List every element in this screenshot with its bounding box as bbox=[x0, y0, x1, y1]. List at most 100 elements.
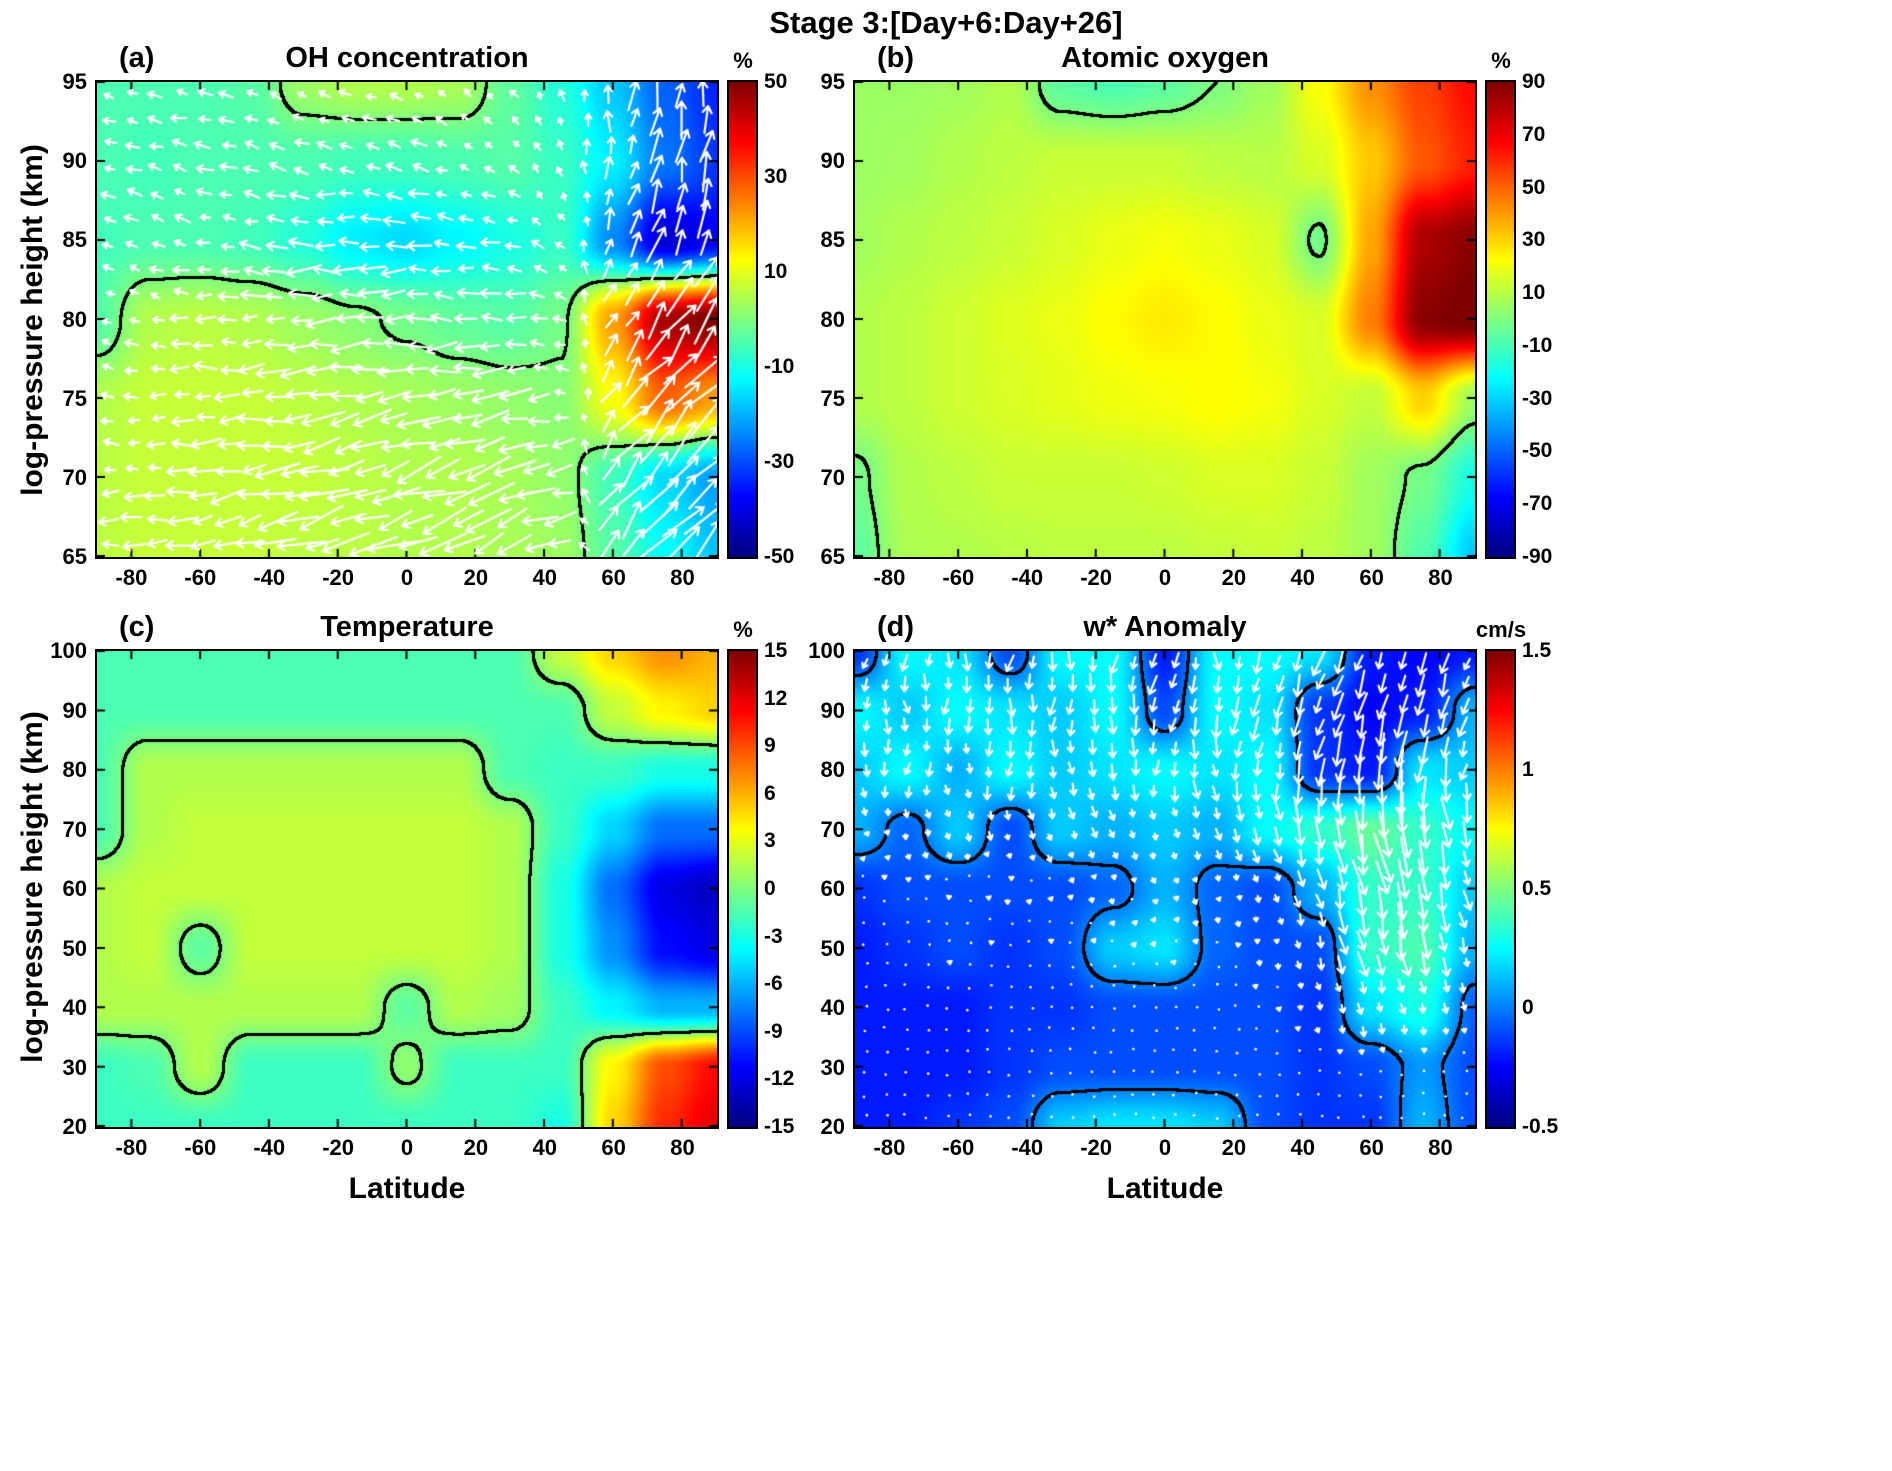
panel-a-y-tick-label: 95 bbox=[62, 69, 87, 94]
panel-b-x-tick-label: 60 bbox=[1359, 565, 1384, 590]
panel-d-y-tick-label: 100 bbox=[808, 638, 845, 663]
panel-b-y-tick-label: 85 bbox=[820, 227, 845, 253]
panel-c-y-tick-label: 20 bbox=[62, 1114, 87, 1139]
panel-a-x-tick-label: -60 bbox=[184, 565, 217, 590]
panel-b-colorbar-tick-label: 50 bbox=[1522, 175, 1546, 199]
panel-d-y-tick-label: 60 bbox=[820, 876, 845, 901]
panel-c-colorbar-tick-label: 3 bbox=[764, 829, 776, 853]
panel-d-x-tick-label: -20 bbox=[1080, 1135, 1113, 1160]
panel-c-y-tick-label: 30 bbox=[62, 1054, 87, 1080]
panel-d-colorbar bbox=[1485, 649, 1516, 1129]
panel-a-colorbar-tick-label: -30 bbox=[764, 450, 795, 473]
panel-c-colorbar-tick-label: 15 bbox=[764, 639, 788, 662]
panel-b-colorbar-tick-label: -10 bbox=[1522, 333, 1553, 357]
panel-c-x-tick-label: -60 bbox=[184, 1135, 217, 1160]
panel-a-y-tick-label: 80 bbox=[62, 306, 87, 332]
panel-b-label: (b) bbox=[877, 42, 915, 74]
panel-c-x-tick-label: 0 bbox=[400, 1135, 414, 1160]
panel-c-y-tick-label: 60 bbox=[62, 876, 87, 901]
panel-a-x-tick-label: 80 bbox=[670, 565, 695, 590]
panel-a-title: OH concentration bbox=[285, 42, 529, 74]
panel-d-colorbar-tick-label: 1 bbox=[1522, 758, 1534, 781]
panel-b-x-tick-label: 80 bbox=[1428, 565, 1453, 590]
panel-a-colorbar-tick-label: -50 bbox=[764, 545, 795, 568]
panel-b-title: Atomic oxygen bbox=[1061, 42, 1269, 74]
panel-a-x-tick-label: 0 bbox=[400, 565, 414, 590]
panel-a-y-tick-label: 90 bbox=[62, 148, 87, 174]
panel-d-x-tick-label: 40 bbox=[1290, 1135, 1316, 1160]
panel-a-heatmap bbox=[95, 80, 719, 559]
figure-title: Stage 3:[Day+6:Day+26] bbox=[769, 5, 1123, 40]
panel-b-y-tick-label: 95 bbox=[820, 69, 845, 94]
panel-b-colorbar-tick-label: -90 bbox=[1522, 545, 1553, 568]
panel-d-y-tick-label: 30 bbox=[820, 1054, 845, 1080]
panel-a-colorbar-tick-label: 50 bbox=[764, 70, 788, 93]
panel-c-x-tick-label: -80 bbox=[115, 1135, 148, 1160]
panel-a-y-tick-label: 75 bbox=[62, 385, 87, 411]
panel-b-heatmap bbox=[853, 80, 1477, 559]
panel-c-colorbar-tick-label: 9 bbox=[764, 734, 776, 758]
panel-d-x-tick-label: -80 bbox=[873, 1135, 906, 1160]
panel-c-colorbar-tick-label: -12 bbox=[764, 1067, 795, 1091]
panel-d-colorbar-tick-label: 0.5 bbox=[1522, 877, 1552, 900]
panel-c-title: Temperature bbox=[320, 611, 494, 643]
panel-c-colorbar-tick-label: -3 bbox=[764, 924, 783, 948]
panel-b-x-tick-label: -20 bbox=[1080, 565, 1113, 590]
panel-b-x-tick-label: 20 bbox=[1221, 565, 1247, 590]
panel-c-x-tick-label: -20 bbox=[322, 1135, 355, 1160]
panel-c-y-tick-label: 90 bbox=[62, 697, 87, 723]
panel-c-heatmap bbox=[95, 649, 719, 1129]
panel-a-y-tick-label: 65 bbox=[62, 544, 87, 569]
panel-b-colorbar-tick-label: 10 bbox=[1522, 281, 1546, 305]
panel-d-x-tick-label: -40 bbox=[1011, 1135, 1044, 1160]
panel-a-x-tick-label: 20 bbox=[463, 565, 489, 590]
panel-a-colorbar-tick-label: 30 bbox=[764, 165, 788, 188]
panel-c-colorbar-tick-label: 6 bbox=[764, 781, 776, 805]
panel-c-x-tick-label: 20 bbox=[463, 1135, 489, 1160]
panel-c-colorbar-tick-label: -9 bbox=[764, 1019, 783, 1043]
panel-d-x-tick-label: 80 bbox=[1428, 1135, 1453, 1160]
panel-a-x-tick-label: -40 bbox=[253, 565, 286, 590]
panel-d-y-tick-label: 90 bbox=[820, 697, 845, 723]
panel-c-colorbar bbox=[727, 649, 758, 1129]
panel-c-colorbar-tick-label: 0 bbox=[764, 877, 776, 900]
panel-a-colorbar bbox=[727, 80, 758, 559]
panel-b-x-tick-label: 40 bbox=[1290, 565, 1316, 590]
panel-c-y-tick-label: 50 bbox=[62, 935, 87, 961]
panel-a-x-tick-label: 40 bbox=[532, 565, 558, 590]
panel-d-y-tick-label: 80 bbox=[820, 757, 845, 782]
panel-d-title: w* Anomaly bbox=[1083, 611, 1247, 643]
panel-d-y-tick-label: 40 bbox=[820, 995, 845, 1020]
panel-b-y-tick-label: 80 bbox=[820, 306, 845, 332]
panel-b-colorbar bbox=[1485, 80, 1516, 559]
panel-c-y-tick-label: 80 bbox=[62, 757, 87, 782]
panel-c-x-tick-label: 80 bbox=[670, 1135, 695, 1160]
panel-c-colorbar-tick-label: -15 bbox=[764, 1115, 795, 1138]
panel-b-y-tick-label: 65 bbox=[820, 544, 845, 569]
panel-c-label: (c) bbox=[119, 611, 155, 643]
panel-c-y-tick-label: 100 bbox=[50, 638, 87, 663]
panel-a-x-tick-label: 60 bbox=[601, 565, 626, 590]
panel-d-x-tick-label: 0 bbox=[1158, 1135, 1172, 1160]
panel-d-x-tick-label: -60 bbox=[942, 1135, 975, 1160]
panel-b-colorbar-tick-label: 70 bbox=[1522, 122, 1546, 146]
panel-c-x-tick-label: 60 bbox=[601, 1135, 626, 1160]
panel-c-x-tick-label: -40 bbox=[253, 1135, 286, 1160]
panel-b-x-tick-label: -80 bbox=[873, 565, 906, 590]
panel-d-x-tick-label: 20 bbox=[1221, 1135, 1247, 1160]
panel-b-y-tick-label: 70 bbox=[820, 464, 845, 490]
panel-a-x-tick-label: -80 bbox=[115, 565, 148, 590]
panel-c-colorbar-unit: % bbox=[733, 617, 753, 642]
panel-b-colorbar-tick-label: 30 bbox=[1522, 228, 1546, 252]
panel-a-colorbar-tick-label: -10 bbox=[764, 355, 795, 378]
panel-b-x-tick-label: -40 bbox=[1011, 565, 1044, 590]
panel-b-x-tick-label: -60 bbox=[942, 565, 975, 590]
panel-b-colorbar-unit: % bbox=[1491, 48, 1511, 73]
panel-a-x-tick-label: -20 bbox=[322, 565, 355, 590]
panel-b-colorbar-tick-label: 90 bbox=[1522, 70, 1546, 93]
panel-a-y-tick-label: 85 bbox=[62, 227, 87, 253]
panel-d-y-tick-label: 50 bbox=[820, 935, 845, 961]
panel-d-label: (d) bbox=[877, 611, 915, 643]
panel-c-y-tick-label: 40 bbox=[62, 995, 87, 1020]
panel-d-colorbar-tick-label: 0 bbox=[1522, 996, 1534, 1019]
